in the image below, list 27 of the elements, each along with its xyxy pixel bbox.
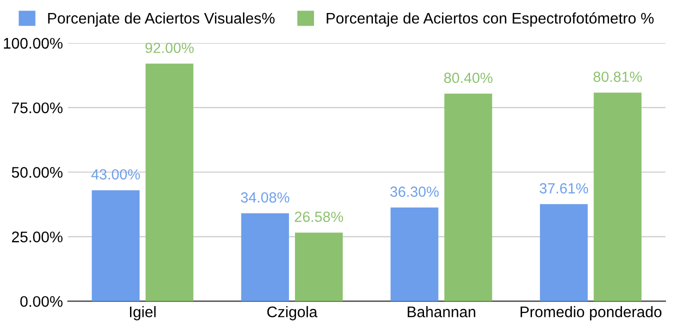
data-label: 34.08% [240,192,290,203]
bar [540,204,588,302]
bar [294,232,343,302]
y-tick-label: 100.00% [4,38,62,49]
x-tick-label: Igiel [130,306,156,320]
y-tick-label: 50.00% [12,166,62,178]
data-label: 80.81% [594,72,642,82]
bar [390,207,438,302]
data-label: 92.00% [145,42,194,54]
y-tick-label: 75.00% [12,102,62,114]
data-label: 37.61% [540,183,588,194]
data-label: 36.30% [390,186,439,197]
data-label: 26.58% [294,212,344,222]
legend-label: Porcentaje de Aciertos con Espectrofotómetro % [326,12,654,27]
x-tick-label: Czigola [267,306,318,320]
y-tick-label: 0.00% [20,296,62,307]
bar [594,92,642,302]
data-label: 80.40% [444,72,492,84]
x-tick-label: Bahannan [408,306,476,318]
y-tick-label: 25.00% [12,232,62,242]
data-label: 43.00% [91,169,140,180]
bar [444,94,492,302]
bar [241,213,289,302]
legend-label: Porcenjate de Aciertos Visuales% [48,12,275,27]
bar [92,190,140,302]
bar [146,64,194,302]
x-tick-label: Promedio ponderado [520,306,662,320]
